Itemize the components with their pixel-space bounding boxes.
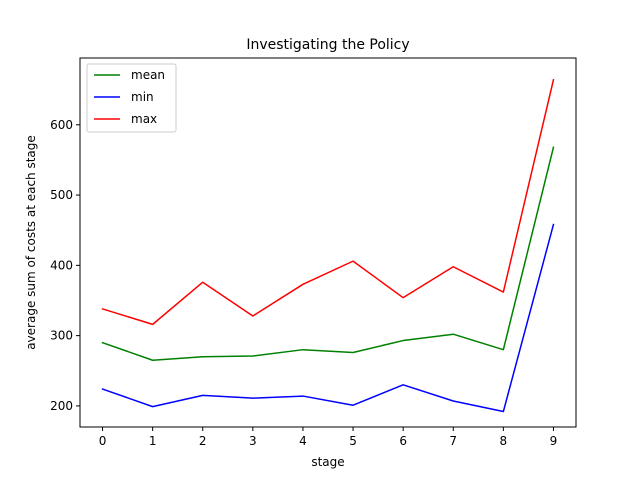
x-tick-label: 1 (149, 434, 157, 448)
series-layer (101, 78, 555, 413)
legend-label-max: max (131, 112, 157, 126)
legend-label-mean: mean (131, 68, 165, 82)
x-tick-label: 0 (99, 434, 107, 448)
y-axis-label: average sum of costs at each stage (24, 135, 38, 350)
y-tick-label: 600 (50, 118, 73, 132)
plot-area-frame (79, 57, 577, 428)
legend-label-min: min (131, 90, 154, 104)
x-tick-label: 7 (449, 434, 457, 448)
x-tick-label: 6 (399, 434, 407, 448)
legend: mean min max (86, 63, 177, 133)
x-tick-label: 5 (349, 434, 357, 448)
chart-title: Investigating the Policy (246, 37, 409, 53)
x-axis-ticks: 0 1 2 3 4 5 6 7 8 9 (99, 427, 558, 448)
y-axis-ticks: 200 300 400 500 600 (50, 118, 80, 413)
y-tick-label: 300 (50, 329, 73, 343)
legend-box (86, 63, 177, 133)
y-tick-label: 200 (50, 399, 73, 413)
x-tick-label: 3 (249, 434, 257, 448)
y-tick-label: 500 (50, 188, 73, 202)
x-tick-label: 2 (199, 434, 207, 448)
x-tick-label: 4 (299, 434, 307, 448)
series-line-max (101, 78, 555, 326)
series-line-mean (101, 146, 555, 361)
series-line-min (101, 223, 555, 413)
y-tick-label: 400 (50, 258, 73, 272)
x-axis-label: stage (311, 455, 344, 469)
x-tick-label: 8 (500, 434, 508, 448)
x-tick-label: 9 (550, 434, 558, 448)
